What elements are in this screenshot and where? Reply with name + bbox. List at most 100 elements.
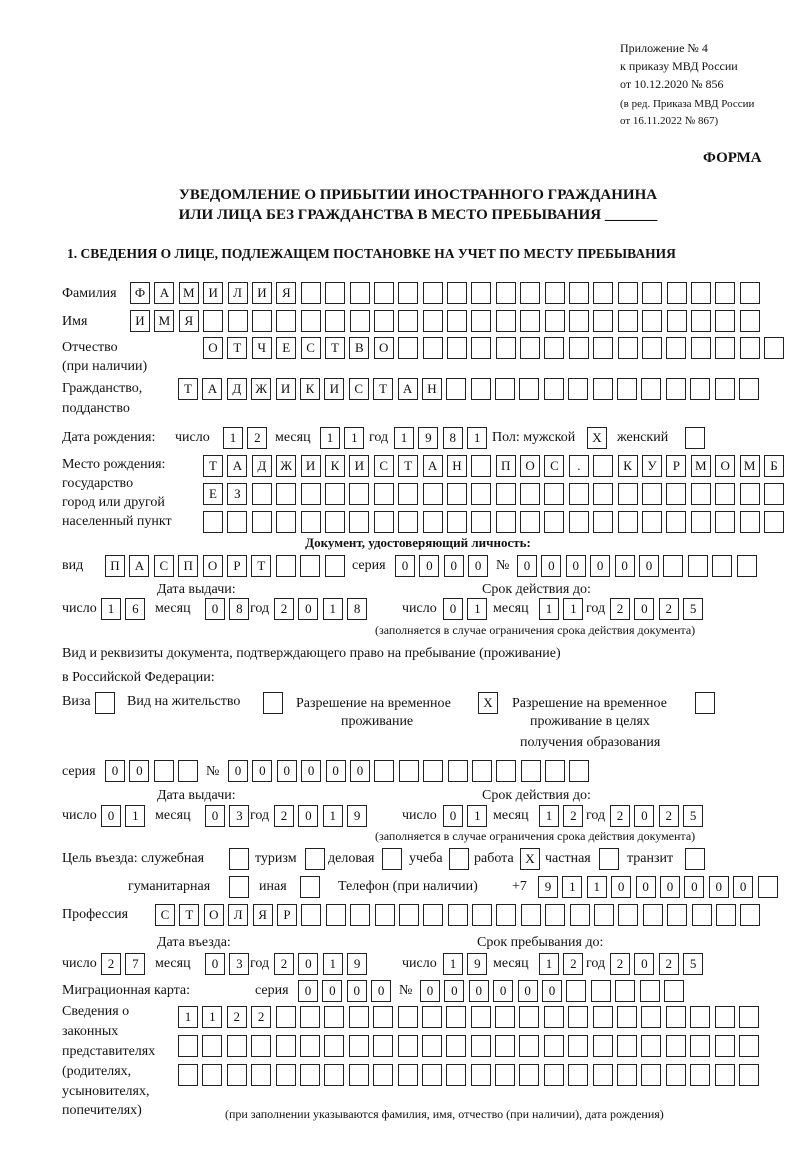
cell[interactable]: Т xyxy=(178,378,198,400)
cell[interactable] xyxy=(739,483,760,505)
cell[interactable] xyxy=(714,378,735,400)
cell[interactable]: О xyxy=(202,555,223,577)
purpose-business-checkbox[interactable] xyxy=(382,848,406,870)
cell[interactable]: 9 xyxy=(418,427,439,449)
cell[interactable] xyxy=(275,555,296,577)
cell[interactable] xyxy=(470,378,491,400)
cell[interactable] xyxy=(739,337,760,359)
cell[interactable]: М xyxy=(739,455,760,477)
cell[interactable] xyxy=(757,876,778,898)
cell[interactable] xyxy=(324,1064,345,1086)
cell[interactable] xyxy=(690,282,711,304)
cell[interactable]: 8 xyxy=(229,598,250,620)
cell[interactable] xyxy=(447,310,468,332)
cell[interactable]: 2 xyxy=(563,805,584,827)
cell[interactable] xyxy=(685,427,705,449)
cell[interactable]: 1 xyxy=(539,805,559,827)
cell[interactable] xyxy=(349,483,370,505)
cell[interactable] xyxy=(739,282,760,304)
cell[interactable]: 0 xyxy=(493,980,514,1002)
cell[interactable] xyxy=(324,555,345,577)
cell[interactable] xyxy=(685,848,705,870)
cell[interactable]: 2 xyxy=(247,427,268,449)
cell[interactable] xyxy=(471,337,492,359)
cell[interactable]: 8 xyxy=(347,598,368,620)
cell[interactable] xyxy=(665,1064,686,1086)
cell[interactable] xyxy=(641,378,662,400)
cell[interactable] xyxy=(95,692,115,714)
cell[interactable] xyxy=(300,483,321,505)
cell[interactable] xyxy=(739,511,760,533)
cell[interactable]: Р xyxy=(666,455,687,477)
cell[interactable] xyxy=(663,980,684,1002)
cell[interactable] xyxy=(568,337,589,359)
birth-place-field-3[interactable] xyxy=(203,511,788,533)
cell[interactable]: 0 xyxy=(541,555,562,577)
cell[interactable] xyxy=(715,904,736,926)
cell[interactable] xyxy=(373,1064,394,1086)
cell[interactable] xyxy=(324,1006,345,1028)
cell[interactable]: 0 xyxy=(298,953,319,975)
cell[interactable]: 2 xyxy=(101,953,121,975)
cell[interactable] xyxy=(545,760,566,782)
cell[interactable] xyxy=(543,1035,564,1057)
sex-female-checkbox[interactable] xyxy=(685,427,709,449)
cell[interactable] xyxy=(569,904,590,926)
cell[interactable] xyxy=(543,378,564,400)
cell[interactable] xyxy=(695,692,715,714)
cell[interactable]: 0 xyxy=(205,805,225,827)
purpose-humanitarian-checkbox[interactable] xyxy=(229,876,253,898)
cell[interactable] xyxy=(599,848,619,870)
cell[interactable] xyxy=(714,1064,735,1086)
cell[interactable]: Д xyxy=(226,378,247,400)
cell[interactable] xyxy=(715,483,736,505)
cell[interactable]: Е xyxy=(276,337,297,359)
cell[interactable] xyxy=(642,310,663,332)
cell[interactable] xyxy=(275,1006,296,1028)
cell[interactable] xyxy=(275,1064,296,1086)
cell[interactable] xyxy=(373,1035,394,1057)
cell[interactable] xyxy=(470,1064,491,1086)
cell[interactable]: . xyxy=(568,455,589,477)
cell[interactable] xyxy=(617,1064,638,1086)
cell[interactable] xyxy=(275,1035,296,1057)
cell[interactable]: 0 xyxy=(252,760,273,782)
cell[interactable]: 0 xyxy=(349,760,370,782)
cell[interactable] xyxy=(449,848,469,870)
cell[interactable] xyxy=(374,760,395,782)
cell[interactable]: 0 xyxy=(684,876,705,898)
cell[interactable] xyxy=(373,282,394,304)
cell[interactable]: 9 xyxy=(467,953,488,975)
cell[interactable] xyxy=(617,511,638,533)
cell[interactable]: 5 xyxy=(683,805,704,827)
cell[interactable]: А xyxy=(422,455,443,477)
cell[interactable] xyxy=(690,337,711,359)
cell[interactable] xyxy=(422,310,443,332)
cell[interactable]: 0 xyxy=(301,760,322,782)
cell[interactable]: 1 xyxy=(394,427,414,449)
cell[interactable]: Т xyxy=(373,378,394,400)
cell[interactable]: Д xyxy=(251,455,272,477)
cell[interactable] xyxy=(641,1064,662,1086)
cell[interactable] xyxy=(421,1035,442,1057)
cell[interactable] xyxy=(471,310,492,332)
cell[interactable] xyxy=(300,310,321,332)
cell[interactable] xyxy=(715,310,736,332)
cell[interactable]: 2 xyxy=(274,598,294,620)
cell[interactable] xyxy=(349,282,370,304)
cell[interactable] xyxy=(519,1035,540,1057)
cell[interactable] xyxy=(569,282,590,304)
cell[interactable]: 2 xyxy=(610,805,630,827)
cell[interactable]: Р xyxy=(226,555,247,577)
